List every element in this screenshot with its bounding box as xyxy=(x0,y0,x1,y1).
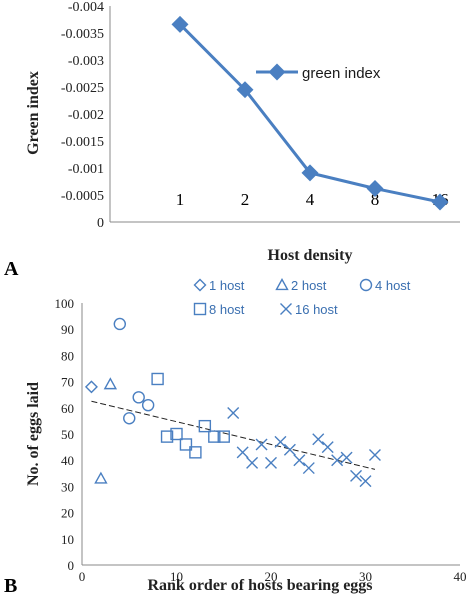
panel-a-y-ticks: -0.004 -0.0035 -0.003 -0.0025 -0.002 -0.0015 -… xyxy=(61,0,104,231)
panel-a-y-tick-label: 0 xyxy=(97,216,104,231)
panel-b-y-axis-label: No. of eggs laid xyxy=(25,382,42,486)
panel-b-point-circle xyxy=(141,398,155,412)
panel-b-legend-marker-diamond xyxy=(193,278,207,292)
panel-b-point-square xyxy=(217,430,230,443)
panel-a-category-label: 4 xyxy=(306,190,315,209)
panel-b-point-x xyxy=(227,407,240,420)
panel-b-y-tick-label: 50 xyxy=(61,427,74,442)
panel-b-point-square xyxy=(160,430,174,443)
panel-a-y-axis-label: Green index xyxy=(25,71,42,155)
panel-b-point-x xyxy=(340,451,353,464)
panel-b-trendline-group xyxy=(91,400,376,470)
panel-b-legend-label: 1 host xyxy=(209,278,245,293)
panel-a-category-label: 2 xyxy=(241,190,250,209)
panel-b-x-tick-label: 20 xyxy=(265,569,278,584)
panel-b-x-ticks: 0 10 20 30 40 xyxy=(79,569,467,584)
panel-b-point-x xyxy=(265,456,277,469)
panel-b-point-x xyxy=(246,456,259,469)
panel-a-data-point xyxy=(301,164,319,182)
panel-a-x-axis-label: Host density xyxy=(268,247,353,264)
panel-b-point-x xyxy=(283,443,296,456)
panel-b-point-circle xyxy=(113,317,127,331)
panel-b-legend-label: 16 host xyxy=(295,302,338,317)
panel-b-points xyxy=(84,317,381,488)
panel-b-point-diamond xyxy=(84,380,98,394)
panel-b-legend: 1 host 2 host 4 host 8 host 16 host xyxy=(193,278,411,317)
panel-b-legend-marker-x xyxy=(280,303,292,315)
panel-b-point-x xyxy=(255,438,268,451)
panel-b-point-x xyxy=(359,475,372,488)
panel-b-legend-label: 8 host xyxy=(209,302,245,317)
panel-a-y-tick-label: -0.002 xyxy=(68,108,104,123)
panel-b-x-axis-label: Rank order of hosts bearing eggs xyxy=(147,577,372,594)
panel-b-y-tick-label: 100 xyxy=(55,296,75,311)
panel-b-point-x xyxy=(236,446,249,459)
panel-a-data-point xyxy=(236,81,254,99)
panel-b-legend-marker-circle xyxy=(359,278,373,292)
panel-b-x-tick-label: 0 xyxy=(79,569,86,584)
panel-b-legend-marker-triangle xyxy=(275,278,289,291)
panel-a: A -0.004 -0.0035 -0.003 -0.0025 -0.002 -0.001… xyxy=(4,0,460,280)
panel-b: B 0 10 20 30 40 50 60 70 80 90 100 0 10 20 30 40 Rank … xyxy=(4,278,467,594)
panel-a-legend-marker xyxy=(268,63,286,81)
panel-a-y-tick-label: -0.0015 xyxy=(61,135,104,150)
panel-b-point-square xyxy=(208,430,221,443)
panel-b-x-tick-label: 40 xyxy=(454,569,467,584)
panel-a-y-tick-label: -0.0035 xyxy=(61,27,104,42)
panel-b-point-x xyxy=(302,462,315,475)
panel-b-y-tick-label: 60 xyxy=(61,401,74,416)
panel-a-y-tick-label: -0.0025 xyxy=(61,81,104,96)
panel-b-y-ticks: 0 10 20 30 40 50 60 70 80 90 100 xyxy=(55,296,75,573)
panel-a-data-point xyxy=(366,180,384,198)
panel-b-trendline xyxy=(91,400,376,470)
panel-a-axes xyxy=(109,6,460,223)
panel-b-x-tick-label: 10 xyxy=(170,569,183,584)
panel-b-y-tick-label: 80 xyxy=(61,348,74,363)
panel-b-point-circle xyxy=(123,412,136,425)
panel-a-data-point xyxy=(431,193,449,211)
panel-b-point-triangle xyxy=(103,377,118,390)
panel-b-y-tick-label: 70 xyxy=(61,375,74,390)
panel-label-b: B xyxy=(4,575,17,594)
panel-a-legend: green index xyxy=(256,63,381,82)
panel-b-point-square xyxy=(198,419,212,433)
panel-b-axes xyxy=(81,303,460,566)
panel-a-y-tick-label: -0.004 xyxy=(68,0,104,15)
panel-a-category-label: 1 xyxy=(176,190,185,209)
panel-b-x-tick-label: 30 xyxy=(359,569,372,584)
panel-b-point-x xyxy=(350,469,363,482)
panel-b-point-square xyxy=(179,438,193,451)
panel-a-y-tick-label: -0.0005 xyxy=(61,189,104,204)
panel-b-point-x xyxy=(274,435,287,448)
panel-a-series xyxy=(171,15,449,211)
panel-b-y-tick-label: 90 xyxy=(61,322,74,337)
panel-b-legend-marker-square xyxy=(193,302,207,316)
panel-a-y-tick-label: -0.003 xyxy=(68,54,104,69)
panel-b-point-x xyxy=(321,441,334,454)
panel-b-point-triangle xyxy=(94,471,108,484)
panel-a-legend-label: green index xyxy=(302,65,381,82)
panel-b-legend-label: 2 host xyxy=(291,278,327,293)
panel-b-point-square xyxy=(151,372,164,386)
panel-b-y-tick-label: 0 xyxy=(68,558,75,573)
panel-b-y-tick-label: 10 xyxy=(61,532,74,547)
panel-b-point-x xyxy=(312,433,325,446)
panel-a-categories: 124816 xyxy=(176,190,449,209)
panel-b-point-square xyxy=(189,446,202,459)
panel-b-y-tick-label: 30 xyxy=(61,479,74,494)
panel-a-category-label: 8 xyxy=(371,190,380,209)
panel-b-point-square xyxy=(170,427,183,441)
panel-b-legend-label: 4 host xyxy=(375,278,411,293)
panel-b-point-circle xyxy=(132,391,145,404)
panel-b-y-tick-label: 20 xyxy=(61,506,74,521)
panel-label-a: A xyxy=(4,258,19,280)
panel-b-point-x xyxy=(368,448,381,461)
panel-b-point-x xyxy=(331,454,344,467)
panel-b-y-tick-label: 40 xyxy=(61,453,74,468)
panel-a-y-tick-label: -0.001 xyxy=(68,162,104,177)
panel-b-point-x xyxy=(293,454,306,467)
